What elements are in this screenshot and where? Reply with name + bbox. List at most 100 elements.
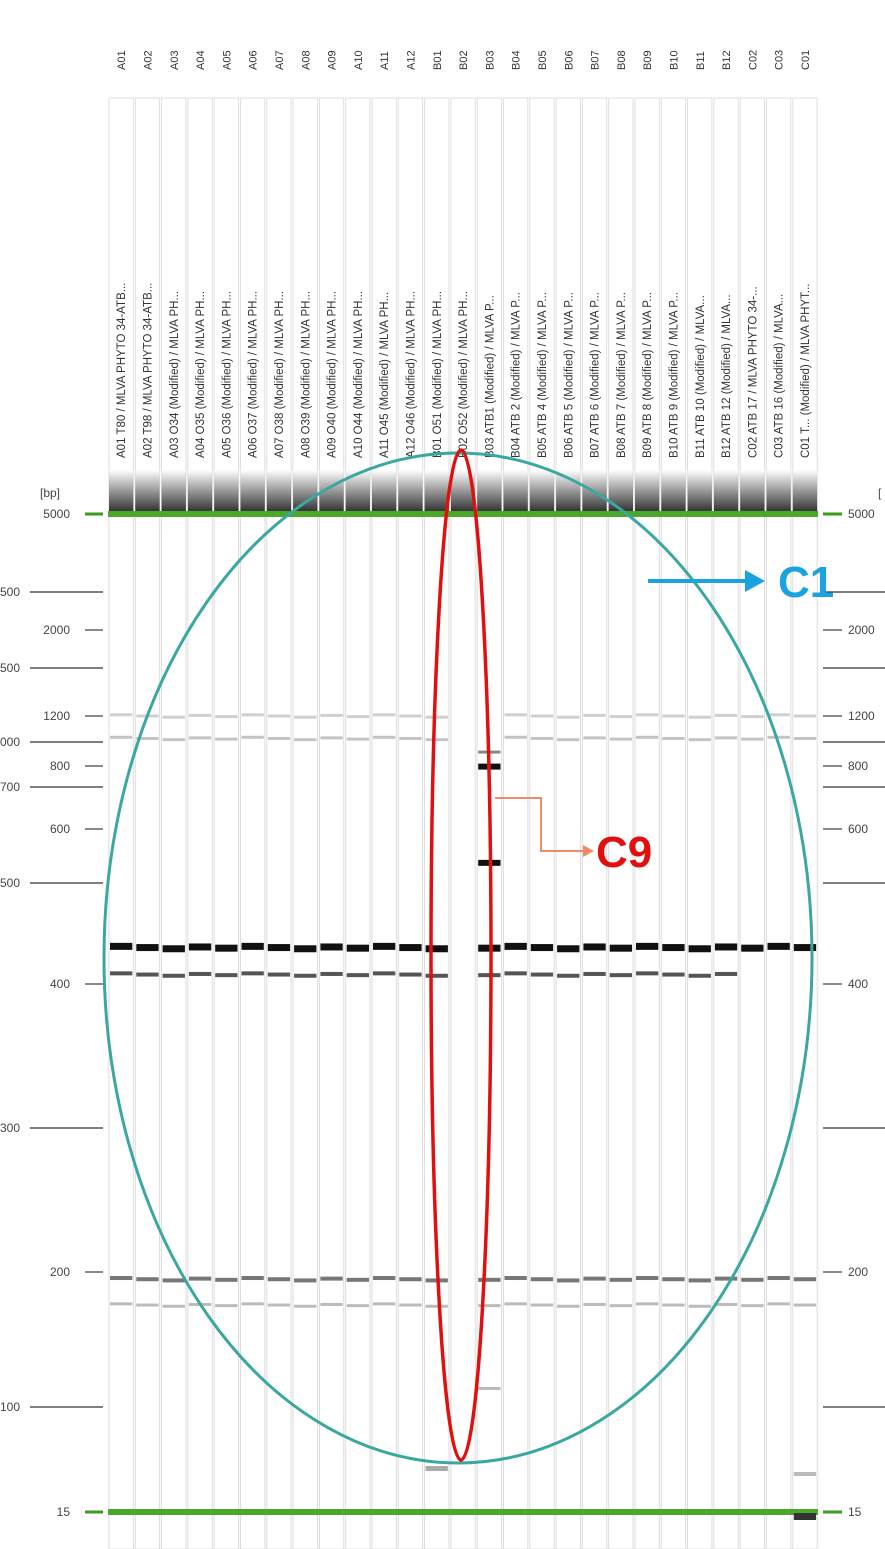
gel-band [583,1302,606,1306]
gel-band [767,1302,790,1306]
gel-band [267,944,291,952]
gel-lane [397,97,423,1549]
gel-band [162,973,185,978]
sample-name-label: B04 ATB 2 (Modified) / MLVA P... [511,292,523,458]
gel-lane [792,97,818,1549]
gel-band [294,1278,317,1283]
gel-band [530,714,554,718]
sample-name-label: A04 O35 (Modified) / MLVA PH... [195,291,207,458]
gel-band [346,944,369,952]
scale-label-left-partial: 300 [0,1121,20,1135]
lane-top-gradient [635,470,660,514]
unit-label: [bp] [40,486,60,500]
gel-band [662,736,685,740]
gel-band [373,735,396,739]
sample-name-label: A05 O36 (Modified) / MLVA PH... [221,291,233,458]
gel-band [767,942,790,950]
lane-top-gradient [529,470,555,514]
sample-name-label: A08 O39 (Modified) / MLVA PH... [300,291,312,458]
lane-top-gradient [214,470,239,514]
lane-top-gradient [372,470,397,514]
gel-band [215,715,238,719]
well-id-label: A09 [327,50,339,70]
scale-label-left: 15 [57,1505,71,1519]
gel-band [294,973,317,978]
well-id-label: B06 [563,50,575,70]
well-id-label: B12 [721,50,733,70]
gel-band [504,735,527,739]
gel-band [267,736,291,740]
gel-band [110,1276,133,1281]
gel-band [688,1278,711,1283]
gel-band [767,1276,790,1281]
sample-name-label: C03 ATB 16 (Modified) / MLVA... [774,294,786,458]
gel-lane [266,97,292,1549]
well-id-label: A11 [379,51,391,70]
gel-band [609,1304,632,1308]
gel-band [373,713,396,717]
scale-label-left: 600 [50,822,70,836]
gel-lane [713,97,739,1549]
gel-band [530,1277,554,1282]
gel-band [688,1304,711,1308]
well-id-label: A04 [195,50,207,70]
gel-band [741,715,764,719]
gel-band [662,714,685,718]
gel-band [504,942,527,950]
gel-band [714,971,738,976]
gel-band [110,971,133,976]
gel-band [557,715,580,719]
gel-lane [108,97,134,1549]
lane-top-gradient [161,470,186,514]
gel-band [425,945,448,953]
lane-top-gradient [398,470,423,514]
gel-band [136,944,159,952]
unit-label-right-partial: [ [878,486,882,500]
marker-line-15 [108,1509,819,1515]
gel-band [530,736,554,740]
lane-top-gradient [135,470,160,514]
gel-band [557,973,580,978]
gel-band [215,1304,238,1308]
lane-top-gradient [266,470,292,514]
scale-label-left-partial: 000 [0,735,20,749]
scale-label-right: 15 [848,1505,862,1519]
well-id-label: B07 [590,50,602,70]
gel-band [399,736,422,740]
lane-top-gradient [687,470,712,514]
scale-label-right: 5000 [848,507,875,521]
gel-lane [608,97,634,1549]
gel-band [688,738,711,742]
gel-band [793,736,817,740]
sample-name-label: A03 O34 (Modified) / MLVA PH... [169,291,181,458]
gel-band [767,713,790,717]
gel-band [136,736,159,740]
c9-connector-line [495,797,583,852]
lane-top-gradient [740,470,765,514]
gel-band [793,1303,817,1307]
well-id-label: A05 [221,50,233,70]
sample-name-label: B11 ATB 10 (Modified) / MLVA... [695,295,707,458]
gel-band [636,1276,659,1281]
gel-band [241,1302,264,1306]
gel-band [294,738,317,742]
scale-label-left-partial: 500 [0,876,20,890]
gel-band [162,1304,185,1308]
gel-band [346,973,369,978]
gel-lane [582,97,608,1549]
gel-band [162,1278,185,1283]
sample-name-label: B01 O51 (Modified) / MLVA PH... [432,291,444,458]
gel-band [346,737,369,741]
gel-band [688,715,711,719]
gel-band [478,1304,501,1308]
well-id-label: A03 [169,50,181,70]
sample-name-label: B03 ATB1 (Modified) / MLVA P... [484,295,496,458]
gel-band [636,713,659,717]
scale-label-right: 200 [848,1265,868,1279]
sample-name-label: A06 O37 (Modified) / MLVA PH... [248,291,260,458]
lane-top-gradient [187,470,213,514]
lane-top-gradient [713,470,739,514]
sample-name-label: B09 ATB 8 (Modified) / MLVA P... [642,292,654,458]
lane-top-gradient [503,470,528,514]
gel-band [188,971,212,976]
